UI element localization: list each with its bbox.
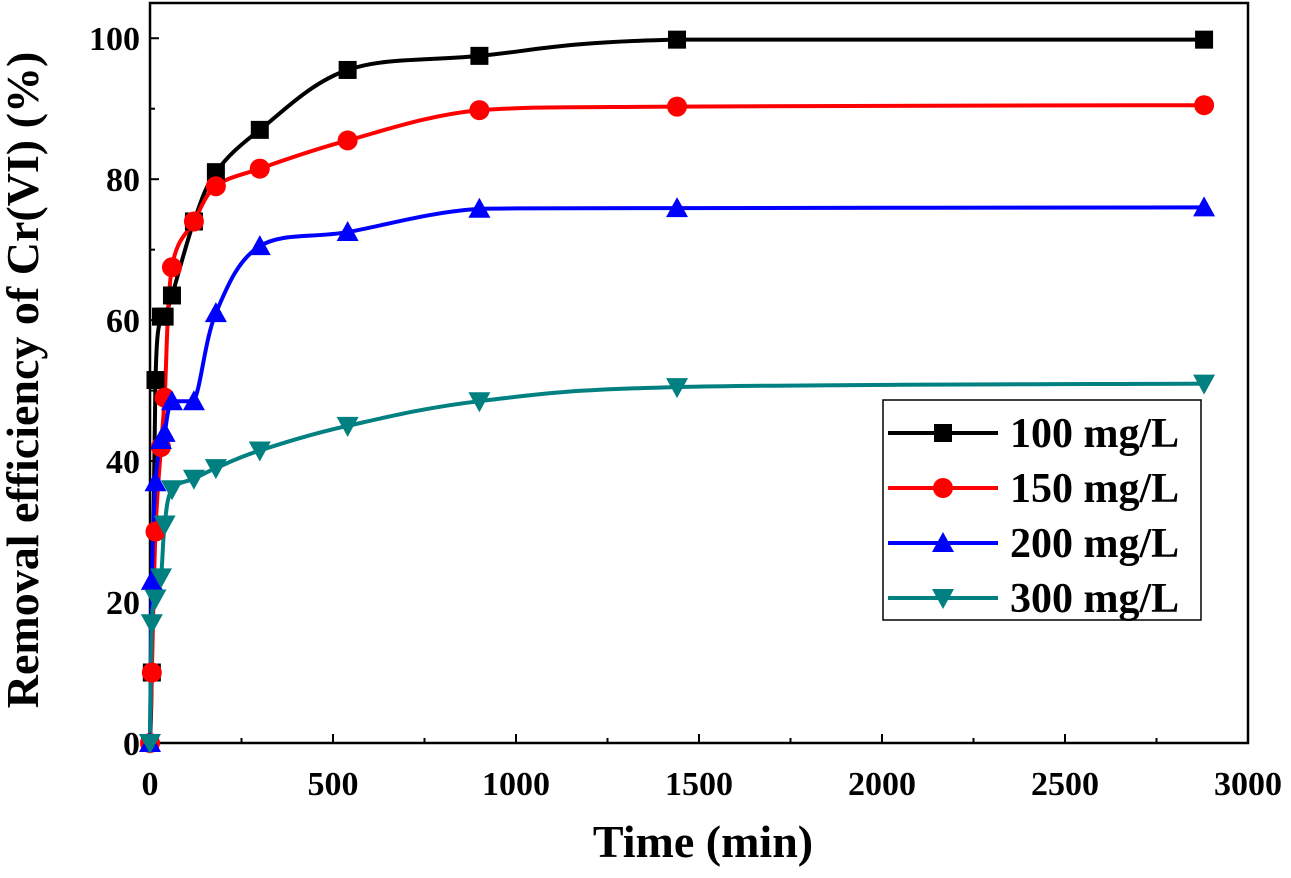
y-tick-label: 20 xyxy=(106,585,140,622)
x-tick-label: 3000 xyxy=(1214,766,1282,803)
data-point-series-3 xyxy=(336,221,359,242)
y-tick-label: 80 xyxy=(106,162,140,199)
data-point-series-1 xyxy=(470,46,489,65)
x-axis-title: Time (min) xyxy=(593,816,813,867)
x-tick-label: 0 xyxy=(142,766,159,803)
x-tick-label: 1500 xyxy=(665,766,733,803)
y-tick-label: 0 xyxy=(123,726,140,763)
y-tick-label: 100 xyxy=(89,21,140,58)
data-point-series-3 xyxy=(182,390,205,411)
data-point-series-4 xyxy=(149,568,172,589)
y-axis-title: Removal efficiency of Cr(VI) (%) xyxy=(0,52,48,709)
legend-marker xyxy=(932,532,954,552)
x-tick-label: 2500 xyxy=(1031,766,1099,803)
y-tick-label: 60 xyxy=(106,303,140,340)
data-point-series-4 xyxy=(160,480,183,501)
data-point-series-3 xyxy=(144,471,167,492)
data-point-series-1 xyxy=(155,307,174,326)
data-point-series-4 xyxy=(1193,374,1216,395)
y-tick-label: 40 xyxy=(106,444,140,481)
data-point-series-1 xyxy=(668,30,687,49)
legend-label: 150 mg/L xyxy=(1010,466,1179,512)
data-point-series-3 xyxy=(248,235,271,256)
data-point-series-4 xyxy=(204,459,227,480)
x-tick-label: 1000 xyxy=(482,766,550,803)
data-point-series-4 xyxy=(182,469,205,490)
data-point-series-3 xyxy=(1193,196,1216,217)
data-point-series-1 xyxy=(146,371,165,390)
legend-label: 100 mg/L xyxy=(1010,411,1179,457)
data-point-series-4 xyxy=(140,614,163,635)
data-point-series-2 xyxy=(667,96,688,117)
data-point-series-2 xyxy=(183,211,204,232)
legend-marker xyxy=(932,589,954,609)
legend-label: 200 mg/L xyxy=(1010,521,1179,567)
data-point-series-1 xyxy=(162,286,181,305)
data-point-series-2 xyxy=(469,100,490,121)
x-tick-label: 2000 xyxy=(848,766,916,803)
data-point-series-4 xyxy=(336,416,359,437)
data-point-series-4 xyxy=(153,515,176,536)
data-point-series-4 xyxy=(468,392,491,413)
data-point-series-2 xyxy=(161,257,182,278)
data-point-series-1 xyxy=(250,120,269,139)
data-point-series-3 xyxy=(204,302,227,323)
data-point-series-1 xyxy=(1195,30,1214,49)
data-point-series-1 xyxy=(206,163,225,182)
data-point-series-1 xyxy=(338,60,357,79)
data-point-series-2 xyxy=(337,130,358,151)
data-point-series-2 xyxy=(249,158,270,179)
plot-frame xyxy=(148,1,1250,745)
data-point-series-3 xyxy=(160,390,183,411)
data-point-series-3 xyxy=(666,197,689,218)
legend-marker xyxy=(934,424,952,442)
data-point-series-2 xyxy=(141,662,162,683)
legend: 100 mg/L 150 mg/L 200 mg/L 300 mg/L xyxy=(882,399,1202,622)
legend-marker xyxy=(933,478,953,498)
data-point-series-2 xyxy=(1194,95,1215,116)
x-tick-label: 500 xyxy=(308,766,359,803)
data-point-series-3 xyxy=(153,421,176,442)
data-point-series-4 xyxy=(139,734,161,754)
data-point-series-4 xyxy=(666,378,689,399)
data-point-series-2 xyxy=(205,176,226,197)
data-point-series-3 xyxy=(468,197,491,218)
legend-label: 300 mg/L xyxy=(1010,576,1179,622)
data-point-series-4 xyxy=(144,589,167,610)
data-point-series-4 xyxy=(248,441,271,462)
data-point-series-3 xyxy=(140,569,163,590)
